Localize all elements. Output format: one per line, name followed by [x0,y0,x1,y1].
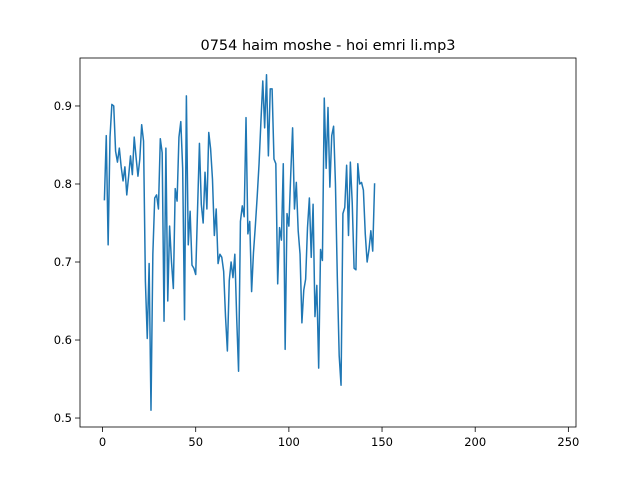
axes: 0 50 100 150 200 250 0.5 0.6 0.7 0.8 0.9 [54,57,579,449]
y-tick-label: 0.7 [54,255,72,269]
x-tick-label: 250 [557,435,579,449]
x-tick-label: 150 [371,435,393,449]
y-tick-label: 0.5 [54,411,72,425]
data-line [103,74,376,411]
x-tick-label: 100 [278,435,300,449]
y-tick-label: 0.9 [54,99,72,113]
x-tick-label: 0 [99,435,106,449]
y-tick-label: 0.6 [54,333,72,347]
x-tick-label: 50 [188,435,203,449]
x-tick-label: 200 [464,435,486,449]
y-tick-label: 0.8 [54,177,72,191]
axes-frame [79,57,577,428]
chart-title: 0754 haim moshe - hoi emri li.mp3 [200,38,455,54]
